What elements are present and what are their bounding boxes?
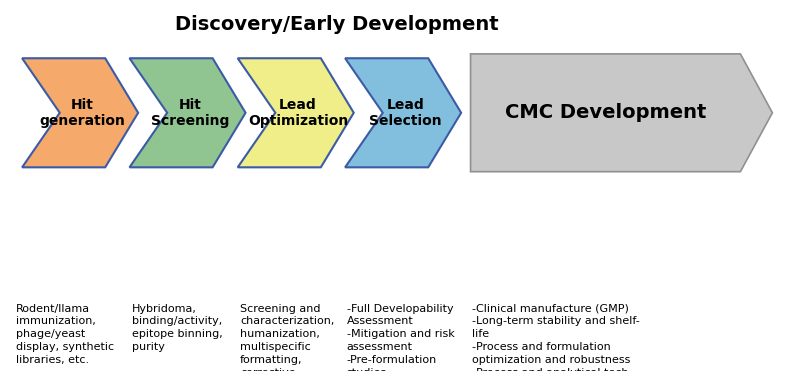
Polygon shape [238,58,354,167]
Text: -Clinical manufacture (GMP)
-Long-term stability and shelf-
life
-Process and fo: -Clinical manufacture (GMP) -Long-term s… [472,303,640,371]
Text: Hit
Screening: Hit Screening [150,98,229,128]
Polygon shape [22,58,138,167]
Text: Discovery/Early Development: Discovery/Early Development [175,14,499,34]
Polygon shape [130,58,246,167]
Text: Rodent/llama
immunization,
phage/yeast
display, synthetic
libraries, etc.: Rodent/llama immunization, phage/yeast d… [16,303,114,365]
Text: Lead
Optimization: Lead Optimization [248,98,348,128]
Polygon shape [470,54,773,172]
Text: -Full Developability
Assessment
-Mitigation and risk
assessment
-Pre-formulation: -Full Developability Assessment -Mitigat… [346,303,464,371]
Text: Screening and
characterization,
humanization,
multispecific
formatting,
correcti: Screening and characterization, humaniza… [240,303,334,371]
Polygon shape [345,58,461,167]
Text: Lead
Selection: Lead Selection [369,98,442,128]
Text: Hit
generation: Hit generation [39,98,126,128]
Text: Hybridoma,
binding/activity,
epitope binning,
purity: Hybridoma, binding/activity, epitope bin… [132,303,222,352]
Text: CMC Development: CMC Development [505,103,706,122]
